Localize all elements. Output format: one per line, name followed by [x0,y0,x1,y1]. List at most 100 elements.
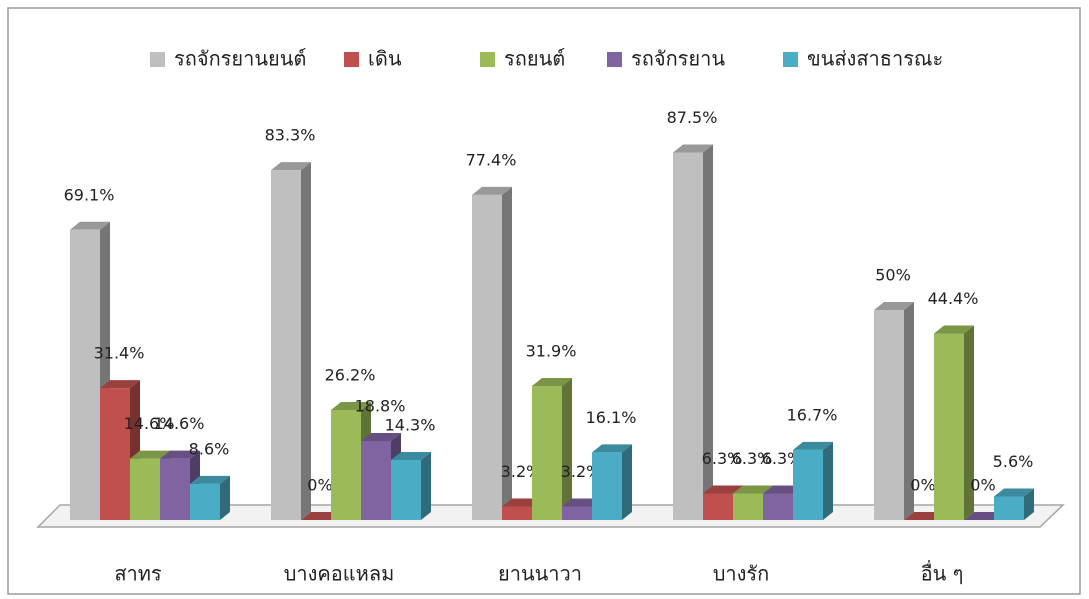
bar-top [100,380,140,389]
bar-front [592,452,622,520]
bar-top [160,450,200,459]
data-label: 0% [970,476,995,495]
bar-side [703,144,713,520]
data-label: 14.6% [124,414,175,433]
legend-swatch [607,52,622,67]
bar-front [130,458,160,520]
bar [472,186,512,521]
bar-top [361,433,401,442]
bar-front [160,458,190,520]
bar-side [502,186,512,521]
data-label: 14.6% [154,414,205,433]
data-label: 26.2% [325,365,376,384]
bar-front [673,152,703,520]
bar-side [622,444,632,520]
bar-top [190,475,230,484]
bar-top [703,485,743,494]
data-label: 69.1% [64,185,115,204]
bar-front [190,483,220,520]
bar [271,162,311,520]
bar [391,451,431,520]
bar [994,488,1034,520]
bar-front [391,459,421,520]
data-label: 44.4% [928,289,979,308]
bar-side [220,475,230,520]
bar-front [703,493,733,520]
bar-top [271,162,311,171]
bar [592,444,632,520]
x-tick-label: สาทร [114,562,162,586]
bar-front [70,229,100,520]
data-label: 83.3% [265,126,316,145]
legend-label: รถจักรยานยนต์ [174,47,306,71]
data-label: 77.4% [466,150,517,169]
data-label: 8.6% [189,439,230,458]
bar-top [391,451,431,460]
data-label: 31.4% [94,344,145,363]
bar-front [532,386,562,520]
bar-top [70,221,110,230]
legend-swatch [344,52,359,67]
bar [793,441,833,520]
legend-swatch [783,52,798,67]
x-tick-label: อื่น ๆ [921,560,964,586]
data-label: 50% [875,266,911,285]
bar-side [421,451,431,520]
bar [532,378,572,520]
bar-side [823,441,833,520]
data-label: 87.5% [667,108,718,127]
bar-front [100,388,130,520]
legend-label: รถยนต์ [504,47,565,71]
data-label: 0% [910,476,935,495]
data-label: 6.3% [762,449,803,468]
bar-front [472,194,502,521]
bar [190,475,230,520]
x-tick-label: บางรัก [713,562,770,586]
bar [874,302,914,520]
bar [934,325,974,520]
bar-side [301,162,311,520]
bar-front [763,493,793,520]
bar-front [502,506,532,520]
bar-top [472,186,512,195]
data-label: 5.6% [993,452,1034,471]
bar-side [1024,488,1034,520]
bar-top [994,488,1034,497]
bar-top [934,325,974,334]
data-label: 6.3% [702,449,743,468]
data-label: 14.3% [385,415,436,434]
bar-front [361,441,391,520]
bar-front [331,409,361,520]
legend-label: เดิน [368,47,402,71]
bar-front [874,310,904,520]
legend-swatch [480,52,495,67]
bar-top [331,401,371,410]
data-label: 18.8% [355,397,406,416]
data-label: 3.2% [501,462,542,481]
bar-side [964,325,974,520]
bar-top [592,444,632,453]
bar [673,144,713,520]
legend-label: ขนส่งสาธารณะ [807,47,943,71]
bar-top [673,144,713,153]
data-label: 0% [307,476,332,495]
data-label: 6.3% [732,449,773,468]
bar-top [130,450,170,459]
bar-front [271,170,301,520]
x-tick-label: ยานนาวา [498,562,582,586]
bar-front [733,493,763,520]
bar-top [733,485,773,494]
legend-label: รถจักรยาน [631,47,725,71]
bar-front [994,496,1024,520]
data-label: 16.7% [787,405,838,424]
data-label: 3.2% [561,462,602,481]
bar-front [562,506,592,520]
bar-top [532,378,572,387]
bar-top [874,302,914,310]
x-tick-label: บางคอแหลม [284,562,395,586]
bar-side [562,378,572,520]
data-label: 16.1% [586,408,637,427]
bar-front [934,333,964,520]
